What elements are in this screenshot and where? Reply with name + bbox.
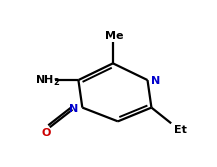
Text: H: H	[44, 75, 54, 85]
Text: N: N	[36, 75, 45, 85]
Text: 2: 2	[54, 78, 60, 87]
Text: Et: Et	[174, 125, 187, 135]
Text: Me: Me	[105, 31, 123, 41]
Text: N: N	[151, 76, 161, 86]
Text: N: N	[69, 104, 78, 114]
Text: O: O	[41, 128, 51, 138]
